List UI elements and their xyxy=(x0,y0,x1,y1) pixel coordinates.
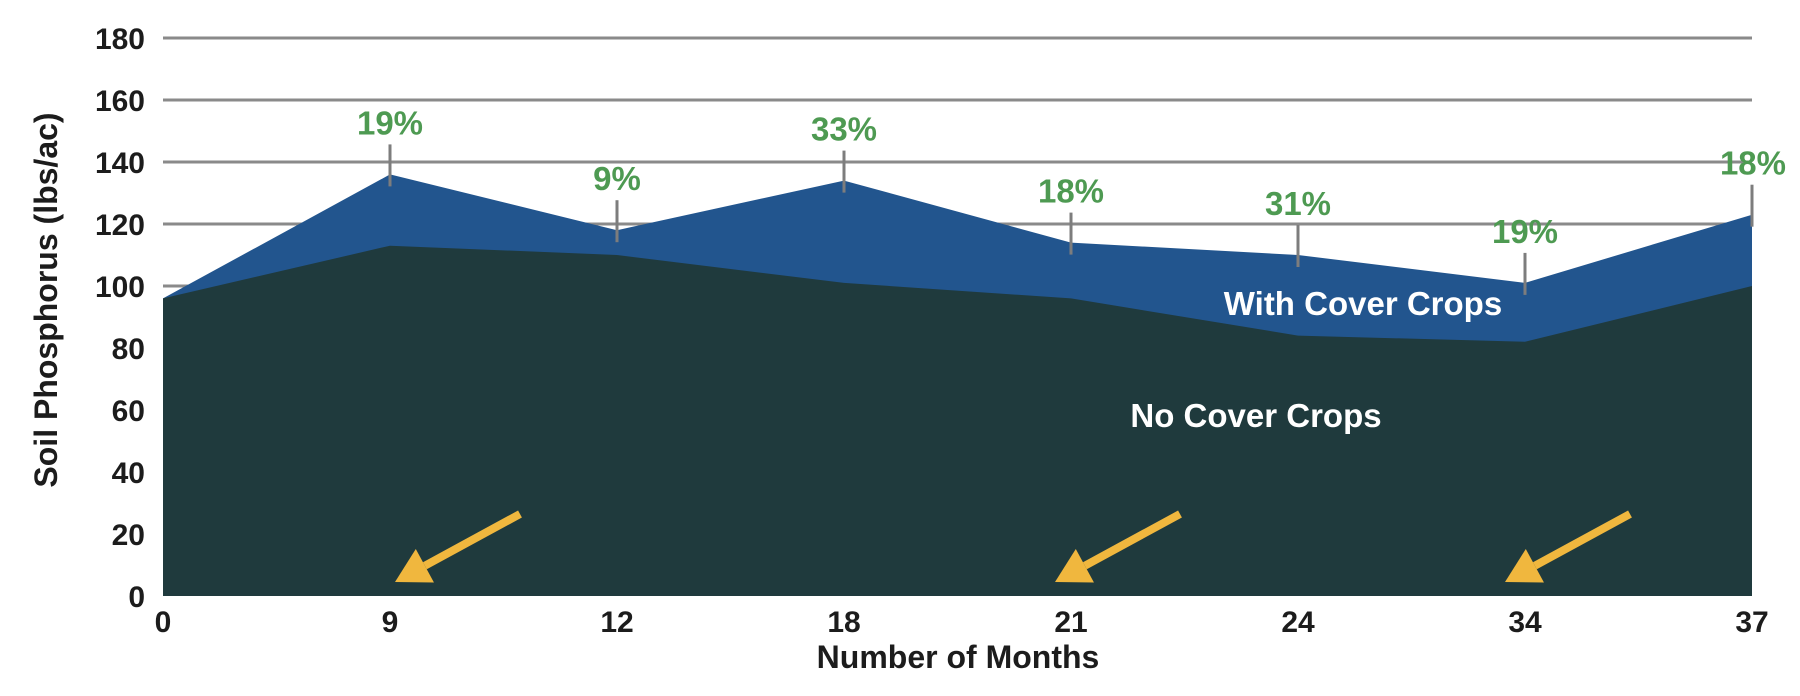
arrow-shaft xyxy=(1082,510,1182,570)
y-tick-label: 40 xyxy=(112,457,145,490)
no-cover-crops-label: No Cover Crops xyxy=(1130,397,1381,434)
percent-label: 18% xyxy=(1038,173,1104,210)
x-tick-label: 0 xyxy=(155,606,172,639)
y-tick-label: 180 xyxy=(95,23,145,56)
area-series xyxy=(163,174,1752,596)
x-tick-label: 18 xyxy=(827,606,860,639)
y-tick-label: 160 xyxy=(95,85,145,118)
arrow-head xyxy=(395,549,434,583)
x-tick-label: 9 xyxy=(382,606,399,639)
y-axis-title: Soil Phosphorus (lbs/ac) xyxy=(28,112,64,487)
y-tick-label: 140 xyxy=(95,147,145,180)
y-tick-label: 120 xyxy=(95,209,145,242)
x-tick-label: 34 xyxy=(1508,606,1542,639)
y-tick-label: 60 xyxy=(112,395,145,428)
x-axis-title: Number of Months xyxy=(817,639,1100,675)
with-cover-crops-label: With Cover Crops xyxy=(1224,285,1502,322)
no-cover-crops-area xyxy=(163,245,1752,596)
y-tick-label: 100 xyxy=(95,271,145,304)
percent-label: 9% xyxy=(593,160,641,197)
arrow-head xyxy=(1505,549,1544,583)
percent-label: 18% xyxy=(1720,145,1786,182)
y-tick-label: 80 xyxy=(112,333,145,366)
labels: 0 20 40 60 80 100 120 140 160 180 0 9 12 18 21 24 34 37 19… xyxy=(95,23,1786,639)
arrow-shaft xyxy=(422,510,522,570)
x-tick-label: 21 xyxy=(1054,606,1087,639)
percent-markers xyxy=(388,144,1754,295)
arrow-markers xyxy=(395,510,1632,583)
x-tick-label: 37 xyxy=(1735,606,1768,639)
x-tick-label: 24 xyxy=(1281,606,1315,639)
y-tick-label: 0 xyxy=(128,581,145,614)
percent-label: 33% xyxy=(811,111,877,148)
y-tick-label: 20 xyxy=(112,519,145,552)
arrow-shaft xyxy=(1532,510,1632,570)
arrow-head xyxy=(1055,549,1094,583)
percent-label: 19% xyxy=(357,104,423,141)
percent-label: 31% xyxy=(1265,185,1331,222)
percent-label: 19% xyxy=(1492,213,1558,250)
x-tick-label: 12 xyxy=(600,606,633,639)
